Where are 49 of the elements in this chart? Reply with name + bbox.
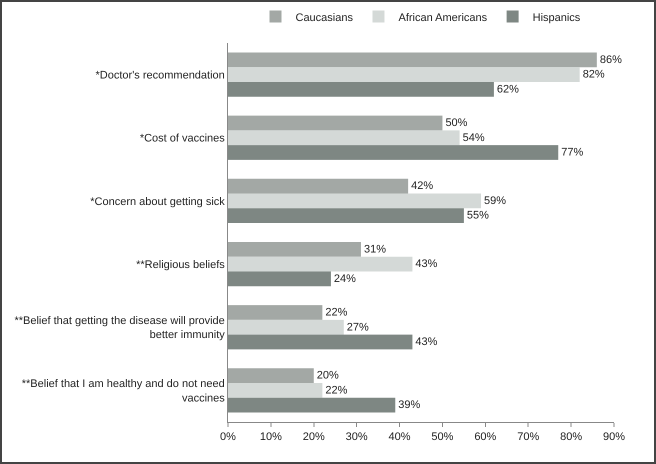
y-tick-label: **Religious beliefs (136, 258, 226, 271)
x-tick-label: 60% (474, 431, 497, 444)
data-label: 22% (325, 306, 348, 319)
legend-label: Caucasians (296, 12, 354, 24)
data-label: 59% (484, 194, 506, 207)
bar (228, 52, 597, 68)
x-tick-label: 90% (602, 431, 626, 444)
bar (228, 67, 580, 82)
data-label: 39% (398, 399, 421, 412)
x-tick-label: 10% (260, 431, 282, 444)
y-tick-label: **Belief that getting the disease will provide better immunity (14, 314, 226, 342)
data-label: 86% (600, 54, 622, 66)
y-tick-label: *Concern about getting sick (90, 196, 226, 208)
bar (228, 383, 322, 398)
data-label: 42% (411, 180, 434, 192)
bar (228, 178, 408, 194)
data-label: 77% (561, 146, 584, 158)
bar (228, 130, 460, 146)
bar (228, 368, 314, 384)
y-tick-label: *Doctor's recommendation (96, 69, 225, 82)
bar (228, 256, 412, 272)
legend-label: African Americans (398, 12, 488, 24)
x-tick-label: 40% (388, 431, 411, 444)
x-tick-label: 70% (517, 431, 540, 444)
data-label: 20% (316, 370, 340, 382)
x-tick-label: 0% (220, 431, 236, 444)
x-tick-label: 50% (431, 431, 454, 444)
data-label: 54% (462, 132, 485, 144)
data-label: 82% (582, 68, 605, 81)
data-label: 50% (445, 117, 468, 130)
y-tick-label: **Belief that I am healthy and do not need vaccines (22, 378, 226, 404)
x-tick-label: 20% (302, 431, 325, 444)
bar (228, 116, 442, 130)
y-tick-label: *Cost of vaccines (140, 132, 226, 145)
data-label: 43% (415, 258, 438, 270)
data-label: 22% (325, 384, 348, 396)
bar (228, 320, 344, 335)
data-label: 27% (346, 321, 370, 334)
data-label: 31% (364, 243, 386, 256)
data-label: 43% (415, 336, 438, 348)
bar (228, 305, 322, 320)
x-tick-label: 80% (560, 431, 582, 444)
bar (228, 242, 361, 257)
legend-label: Hispanics (532, 12, 581, 24)
data-label: 55% (466, 210, 490, 222)
bar (228, 194, 482, 208)
data-label: 24% (334, 272, 356, 285)
x-tick-label: 30% (346, 431, 368, 444)
data-label: 62% (496, 83, 520, 96)
